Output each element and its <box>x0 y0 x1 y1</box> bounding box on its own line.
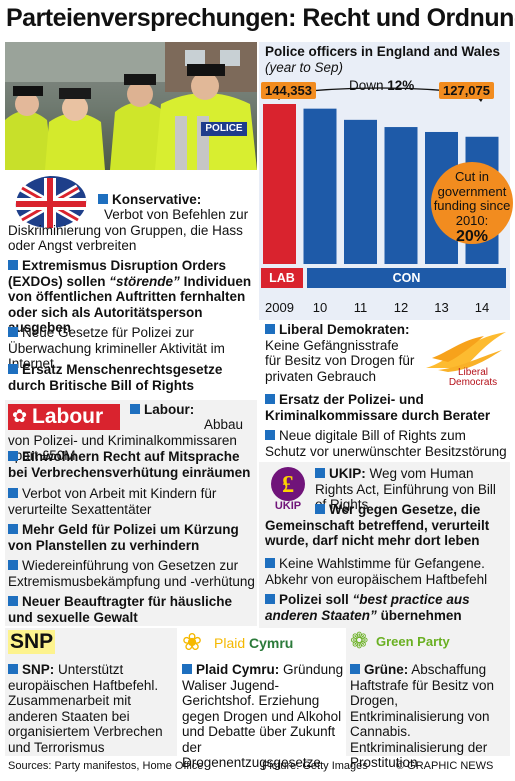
chart-title: Police officers in England and Wales (ye… <box>265 44 510 76</box>
snp-bullet: SNP: Unterstützt europäischen Haftbefehl… <box>8 662 163 755</box>
bullet-square-icon <box>265 394 275 404</box>
chart-title-main: Police officers in England and Wales <box>265 44 501 59</box>
bullet-square-icon <box>8 560 18 570</box>
year-label-12: 12 <box>393 300 409 315</box>
conservative-bullet-2: Extremismus Disruption Orders (EXDOs) so… <box>8 258 252 335</box>
police-officers-chart: Police officers in England and Wales (ye… <box>259 42 513 320</box>
ukip-pound-icon: £ <box>271 467 305 501</box>
chart-subtitle: (year to Sep) <box>265 60 344 75</box>
bullet-square-icon <box>315 468 325 478</box>
year-label-10: 10 <box>312 300 328 315</box>
bullet-square-icon <box>350 664 360 674</box>
ukip-bullet-2: Wer gegen Gesetze, die Gemeinschaft betr… <box>265 502 490 548</box>
conservative-tree-icon <box>15 176 87 228</box>
footer-credit: © GRAPHIC NEWS <box>396 760 494 772</box>
green-section <box>346 628 510 756</box>
bullet-square-icon <box>8 488 18 498</box>
year-label-11: 11 <box>353 300 368 315</box>
bar-10 <box>303 108 337 264</box>
plaid-poppy-icon: ❀ <box>182 629 203 656</box>
bullet-square-icon <box>8 596 18 606</box>
year-label-13: 13 <box>434 300 449 315</box>
footer-picture: Picture: Getty Images <box>262 760 368 772</box>
labour-rose-icon: ✿ <box>12 406 28 426</box>
footer-sources: Sources: Party manifestos, Home Office <box>8 760 204 772</box>
conservative-head: Konservative: <box>112 192 202 207</box>
plaid-logo-text-b: Cymru <box>249 635 294 651</box>
down-text: Down <box>349 78 384 93</box>
conservative-bullet-4: Ersatz Menschenrechtsgesetze durch Briti… <box>8 362 223 393</box>
bullet-square-icon <box>8 260 18 270</box>
plaid-bullet: Plaid Cymru: Gründung Waliser Jugend-Ger… <box>182 662 344 770</box>
snp-logo-text: SNP <box>8 630 56 654</box>
labour-bullet-5: Wiedereinführung von Gesetzen zur Extrem… <box>8 558 255 589</box>
bullet-square-icon <box>8 524 18 534</box>
bar-11 <box>344 119 377 264</box>
era-lab: LAB <box>261 268 303 288</box>
bullet-square-icon <box>130 404 140 414</box>
down-label: Down 12% <box>349 78 414 93</box>
green-earth-icon: ❁ <box>350 628 369 653</box>
labour-bullet-3: Verbot von Arbeit mit Kindern für verurt… <box>8 486 217 517</box>
police-photo: POLICE <box>5 42 257 170</box>
bullet-square-icon <box>265 324 275 334</box>
ukip-bullet-1: UKIP: Weg vom Human Rights Act, Einführu… <box>315 466 496 512</box>
libdem-bullet-3: Neue digitale Bill of Rights zum Schutz … <box>265 428 507 459</box>
plaid-logo: ❀ Plaid Cymru <box>182 629 302 660</box>
year-label-2009: 2009 <box>265 300 294 315</box>
ukip-logo-text: UKIP <box>274 500 302 512</box>
bullet-square-icon <box>315 504 325 514</box>
bullet-square-icon <box>8 364 18 374</box>
plaid-logo-text-a: Plaid <box>214 635 246 651</box>
chart-plot <box>263 87 499 264</box>
labour-logo-text: Labour <box>32 405 104 428</box>
bullet-square-icon <box>8 664 18 674</box>
green-logo: ❁ Green Party <box>350 628 480 658</box>
green-logo-text: Green Party <box>376 634 450 649</box>
bar-2009 <box>263 104 296 264</box>
labour-bullet-4: Mehr Geld für Polizei um Kürzung von Pla… <box>8 522 239 553</box>
bullet-square-icon <box>265 558 275 568</box>
funding-cut-callout: Cut in government funding since 2010: 20… <box>431 162 513 244</box>
ukip-logo: £ UKIP <box>264 466 312 514</box>
bar-12 <box>384 127 418 264</box>
svg-text:£: £ <box>282 472 294 498</box>
labour-bullet-1: Labour: <box>130 402 255 418</box>
snp-logo: SNP <box>8 630 68 654</box>
first-value-label: 144,353 <box>261 82 316 99</box>
labour-section <box>5 400 257 626</box>
libdem-bullet-2: Ersatz der Polizei- und Kriminalkommissa… <box>265 392 491 423</box>
era-con: CON <box>307 268 506 288</box>
conservative-bullet-1: Konservative: <box>98 192 268 208</box>
police-photo-illustration <box>5 42 257 170</box>
page-title: Parteienversprechungen: Recht und Ordnun… <box>6 4 515 32</box>
ukip-bullet-3: Keine Wahlstimme für Gefangene. Abkehr v… <box>265 556 488 587</box>
libdem-bullet-1: Liberal Demokraten: Keine Gefängnisstraf… <box>265 322 415 384</box>
ukip-bullet-4: Polizei soll “best practice aus anderen … <box>265 592 470 623</box>
green-bullet: Grüne: Abschaffung Haftstrafe für Besitz… <box>350 662 495 770</box>
police-badge-text: POLICE <box>205 123 243 134</box>
bullet-square-icon <box>8 327 18 337</box>
callout-value: 20% <box>455 228 489 245</box>
libdem-logo: Liberal Democrats <box>418 328 510 388</box>
labour-bullet-6: Neuer Beauftragter für häusliche und sex… <box>8 594 233 625</box>
callout-text: Cut in government funding since 2010: <box>433 169 511 228</box>
bullet-square-icon <box>98 194 108 204</box>
year-label-14: 14 <box>474 300 490 315</box>
labour-bullet-1-text: Abbau von Polizei- und Kriminalkommissar… <box>8 417 244 463</box>
down-value: 12% <box>387 78 415 93</box>
bullet-square-icon <box>8 451 18 461</box>
libdem-logo-text: Liberal Democrats <box>448 367 498 388</box>
last-value-label: 127,075 <box>439 82 494 99</box>
bullet-square-icon <box>265 594 275 604</box>
labour-bullet-2: Einwohnern Recht auf Mitsprache bei Verb… <box>8 449 251 480</box>
bullet-square-icon <box>265 430 275 440</box>
conservative-bullet-3: Neue Gesetze für Polizei zur Überwachung… <box>8 325 225 371</box>
libdem-bird-icon <box>426 332 506 372</box>
bullet-square-icon <box>182 664 192 674</box>
labour-logo: ✿ Labour <box>8 404 120 430</box>
conservative-logo <box>8 172 92 232</box>
plaid-section <box>179 628 344 756</box>
conservative-bullet-1-text: Verbot von Befehlen zur Diskriminierung … <box>8 207 249 253</box>
